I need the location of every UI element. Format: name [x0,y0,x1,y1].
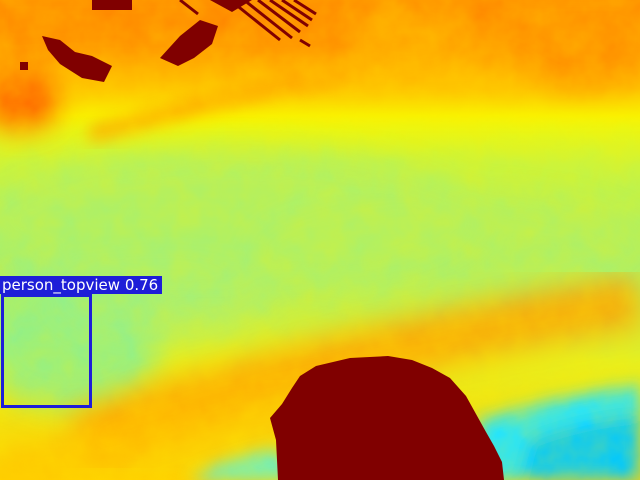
detection-box [1,294,92,408]
detection-score: 0.76 [125,276,158,294]
detection-label: person_topview 0.76 [0,276,162,294]
detection-class: person_topview [2,276,120,294]
